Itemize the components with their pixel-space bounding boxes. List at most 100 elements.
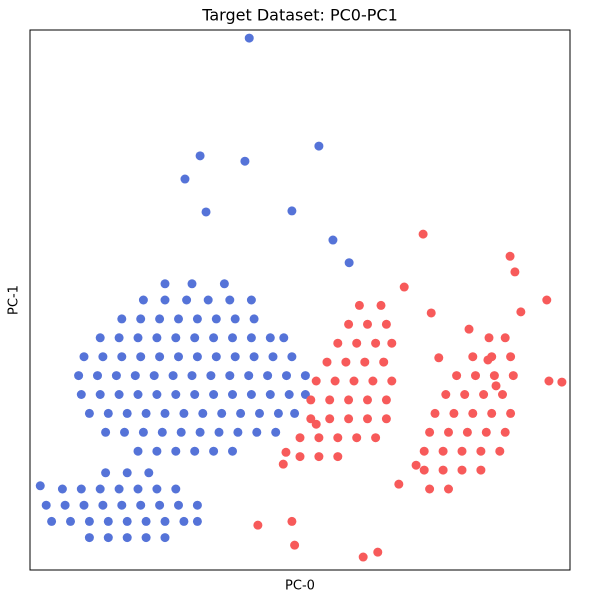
point	[460, 390, 470, 399]
point	[489, 371, 499, 381]
point	[74, 371, 84, 381]
point	[330, 376, 340, 386]
point	[484, 333, 494, 343]
point	[491, 381, 501, 391]
point	[508, 371, 518, 381]
point	[174, 500, 183, 510]
point	[41, 500, 51, 510]
point	[171, 333, 181, 343]
point	[344, 414, 354, 424]
point	[468, 408, 478, 418]
point	[211, 352, 221, 362]
point	[138, 295, 148, 305]
point	[368, 376, 378, 386]
point	[333, 338, 343, 348]
point	[122, 516, 132, 526]
point	[333, 433, 343, 443]
point	[387, 338, 397, 348]
point	[103, 516, 113, 526]
point	[287, 516, 297, 526]
point	[387, 376, 397, 386]
point	[505, 251, 515, 261]
point	[249, 314, 259, 324]
point	[179, 516, 189, 526]
point	[495, 446, 505, 456]
point	[230, 352, 240, 362]
point	[287, 352, 297, 362]
point	[498, 390, 507, 399]
point	[434, 353, 444, 363]
point	[246, 333, 256, 343]
point	[160, 516, 170, 526]
point	[279, 333, 289, 343]
point	[98, 500, 108, 510]
point	[253, 520, 263, 530]
point	[457, 446, 467, 456]
point	[190, 390, 200, 399]
point	[187, 279, 197, 289]
point	[462, 427, 472, 437]
point	[411, 460, 421, 470]
point	[201, 207, 211, 217]
point	[438, 465, 448, 475]
point	[141, 533, 151, 543]
chart-title: Target Dataset: PC0-PC1	[201, 6, 398, 25]
point	[79, 500, 89, 510]
point	[160, 295, 170, 305]
point	[152, 446, 162, 456]
point	[103, 408, 113, 418]
point	[160, 279, 170, 289]
point	[381, 319, 391, 329]
point	[379, 357, 389, 367]
point	[252, 427, 262, 437]
point	[84, 533, 94, 543]
point	[300, 371, 310, 381]
point	[114, 484, 124, 494]
point	[281, 447, 291, 457]
point	[295, 452, 305, 462]
point	[136, 500, 146, 510]
point	[363, 395, 372, 405]
point	[425, 427, 435, 437]
points	[35, 33, 567, 562]
point	[425, 484, 435, 494]
point	[476, 465, 486, 475]
point	[278, 459, 288, 469]
point	[157, 427, 167, 437]
point	[464, 324, 474, 334]
point	[394, 479, 404, 489]
point	[168, 371, 178, 381]
point	[114, 390, 124, 399]
point	[103, 533, 113, 543]
point	[268, 352, 278, 362]
point	[360, 357, 370, 367]
point	[47, 516, 57, 526]
point	[174, 314, 183, 324]
point	[174, 352, 183, 362]
point	[487, 408, 497, 418]
point	[179, 408, 189, 418]
point	[287, 206, 297, 216]
point	[500, 427, 510, 437]
point	[35, 481, 45, 491]
point	[171, 390, 181, 399]
point	[219, 279, 229, 289]
point	[79, 352, 89, 362]
point	[344, 258, 354, 268]
point	[136, 352, 146, 362]
point	[399, 282, 409, 292]
point	[325, 395, 335, 405]
point	[371, 338, 381, 348]
point	[255, 408, 264, 418]
point	[352, 433, 362, 443]
point	[149, 371, 159, 381]
point	[203, 295, 213, 305]
point	[452, 371, 462, 381]
point	[311, 419, 321, 429]
point	[306, 395, 316, 405]
point	[471, 371, 480, 381]
point	[190, 446, 200, 456]
point	[141, 516, 151, 526]
